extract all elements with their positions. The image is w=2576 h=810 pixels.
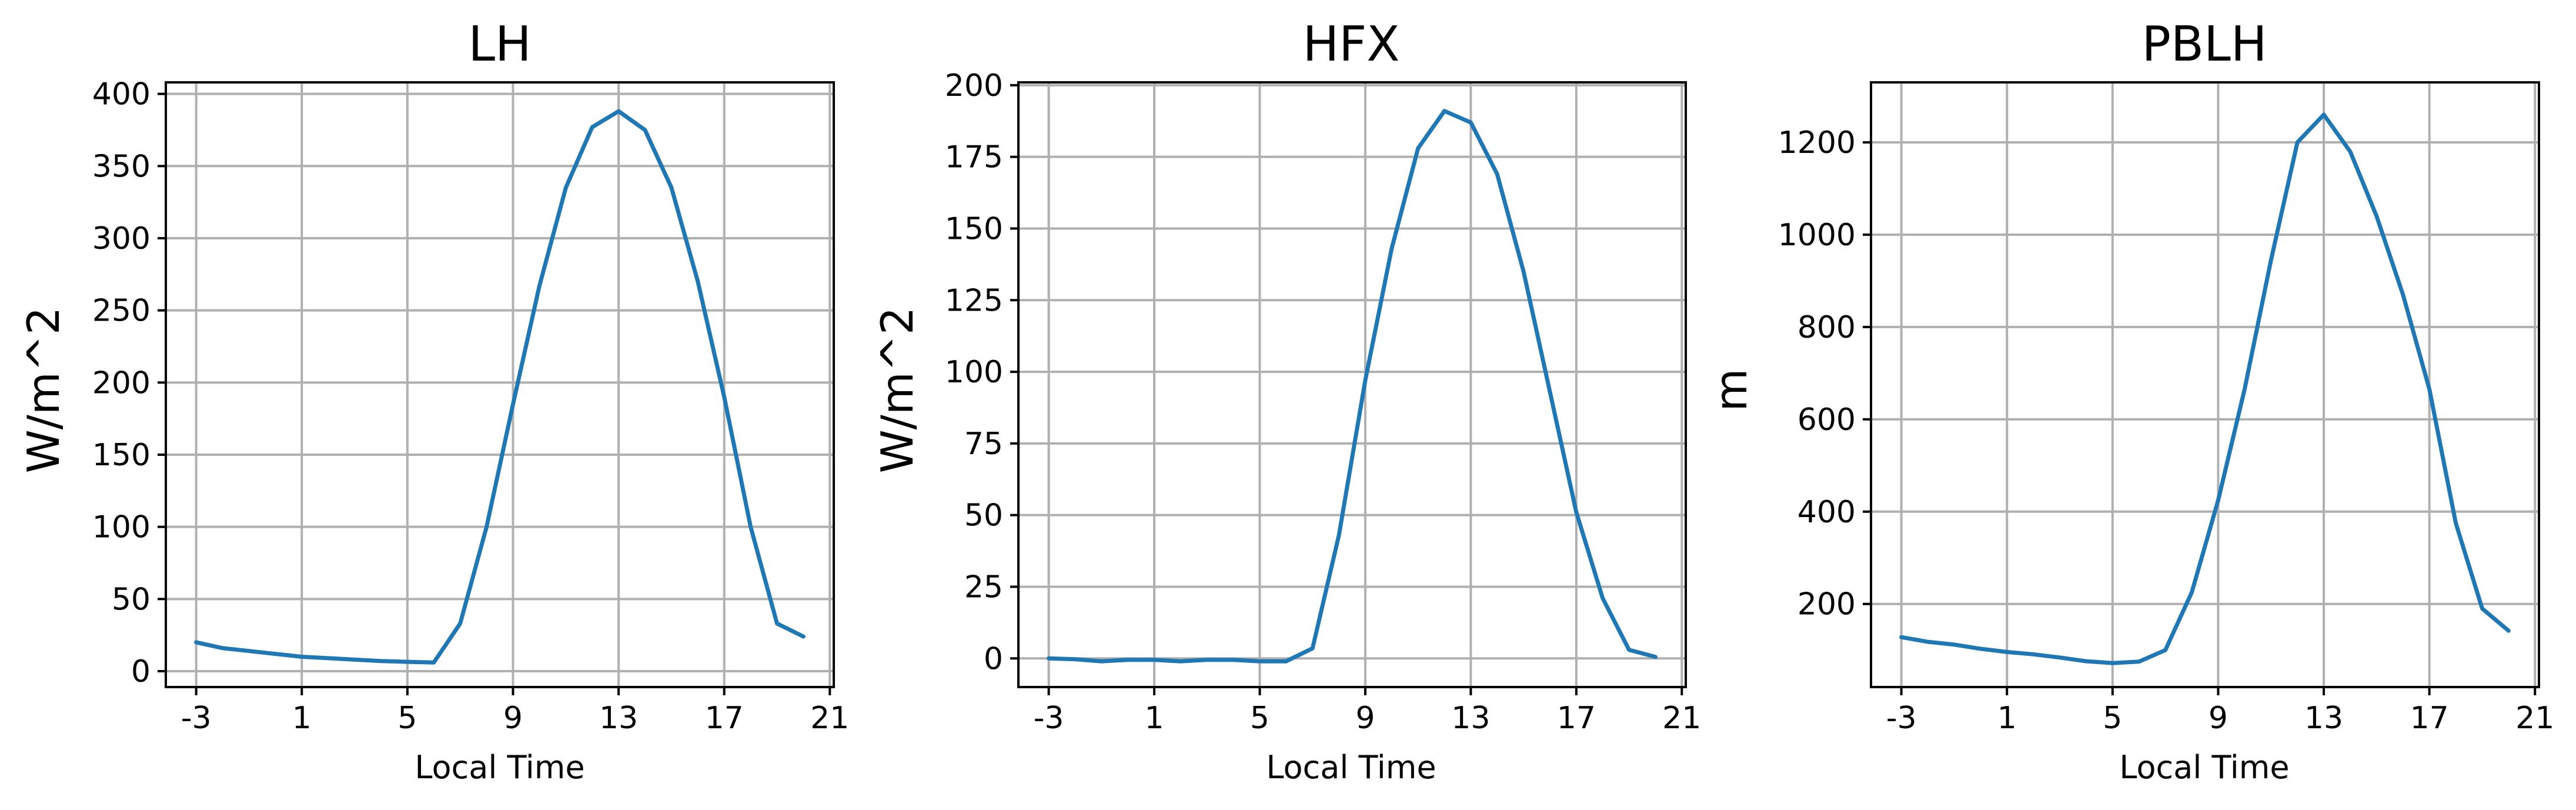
y-tick-label: 1200 <box>1778 125 1856 161</box>
series-line <box>194 109 806 665</box>
x-tick-label: 21 <box>1662 701 1701 736</box>
y-tick-label: 400 <box>1797 495 1856 530</box>
y-tick-label: 0 <box>131 654 151 689</box>
y-tick-label: 25 <box>964 569 1003 605</box>
x-tick-label: 1 <box>1144 701 1164 736</box>
y-tick-label: 150 <box>92 438 151 473</box>
y-tick-label: 400 <box>92 77 151 112</box>
y-tick-label: 1000 <box>1778 218 1856 253</box>
x-tick-label: 5 <box>1250 701 1269 736</box>
y-tick-label: 200 <box>92 365 151 401</box>
x-axis-label: Local Time <box>415 749 584 786</box>
y-tick-label: 175 <box>945 140 1003 175</box>
panel-pblh: PBLH m Local Time -3 1 5 9 13 17 21 200 400 600 80… <box>1705 16 2554 786</box>
x-tick-label: 21 <box>810 701 849 736</box>
x-tick-label: 9 <box>2209 701 2228 736</box>
y-tick-label: 250 <box>92 294 151 329</box>
x-tick-label: 9 <box>503 701 523 736</box>
y-tick-label: 200 <box>1797 587 1856 622</box>
panel-lh: LH W/m^2 Local Time -3 1 5 9 13 17 21 0 50 100 150… <box>18 16 849 786</box>
x-tick-label: -3 <box>181 701 212 736</box>
x-tick-label: 5 <box>2103 701 2122 736</box>
y-tick-label: 350 <box>92 149 151 184</box>
y-tick-label: 800 <box>1797 310 1856 345</box>
panel-title: PBLH <box>2141 16 2267 72</box>
x-tick-label: 1 <box>1997 701 2017 736</box>
y-axis-label: W/m^2 <box>871 306 923 473</box>
y-axis-label: m <box>1705 368 1757 411</box>
panel-title: HFX <box>1302 16 1399 72</box>
plot-frame <box>1870 81 2540 688</box>
series-line <box>1047 109 1658 664</box>
y-tick-label: 200 <box>945 68 1003 104</box>
y-tick-label: 0 <box>984 641 1003 676</box>
x-tick-label: 17 <box>2410 701 2449 736</box>
y-tick-label: 100 <box>92 510 151 545</box>
x-tick-label: 13 <box>599 701 638 736</box>
x-tick-label: 21 <box>2515 701 2554 736</box>
y-tick-label: 50 <box>964 498 1003 534</box>
x-tick-label: -3 <box>1034 701 1064 736</box>
y-tick-label: 75 <box>964 426 1003 462</box>
y-tick-label: 125 <box>945 283 1003 318</box>
x-tick-label: 13 <box>2304 701 2343 736</box>
y-tick-label: 300 <box>92 221 151 256</box>
x-tick-label: 17 <box>1557 701 1596 736</box>
x-axis-label: Local Time <box>1266 749 1436 786</box>
y-tick-label: 100 <box>945 355 1003 390</box>
x-axis-label: Local Time <box>2119 749 2289 786</box>
x-tick-label: 9 <box>1355 701 1375 736</box>
y-tick-label: 50 <box>112 582 151 617</box>
panel-hfx: HFX W/m^2 Local Time -3 1 5 9 13 17 21 0 25 50 75 1… <box>871 16 1701 786</box>
y-tick-label: 600 <box>1797 402 1856 438</box>
x-tick-label: 5 <box>397 701 417 736</box>
plot-frame <box>165 81 835 688</box>
plot-frame <box>1017 81 1687 688</box>
x-tick-label: 17 <box>705 701 744 736</box>
series-line <box>1899 112 2511 665</box>
y-tick-label: 150 <box>945 211 1003 246</box>
x-tick-label: 13 <box>1451 701 1490 736</box>
x-tick-label: 1 <box>292 701 312 736</box>
panel-title: LH <box>468 16 531 72</box>
x-tick-label: -3 <box>1886 701 1917 736</box>
y-axis-label: W/m^2 <box>18 306 69 473</box>
